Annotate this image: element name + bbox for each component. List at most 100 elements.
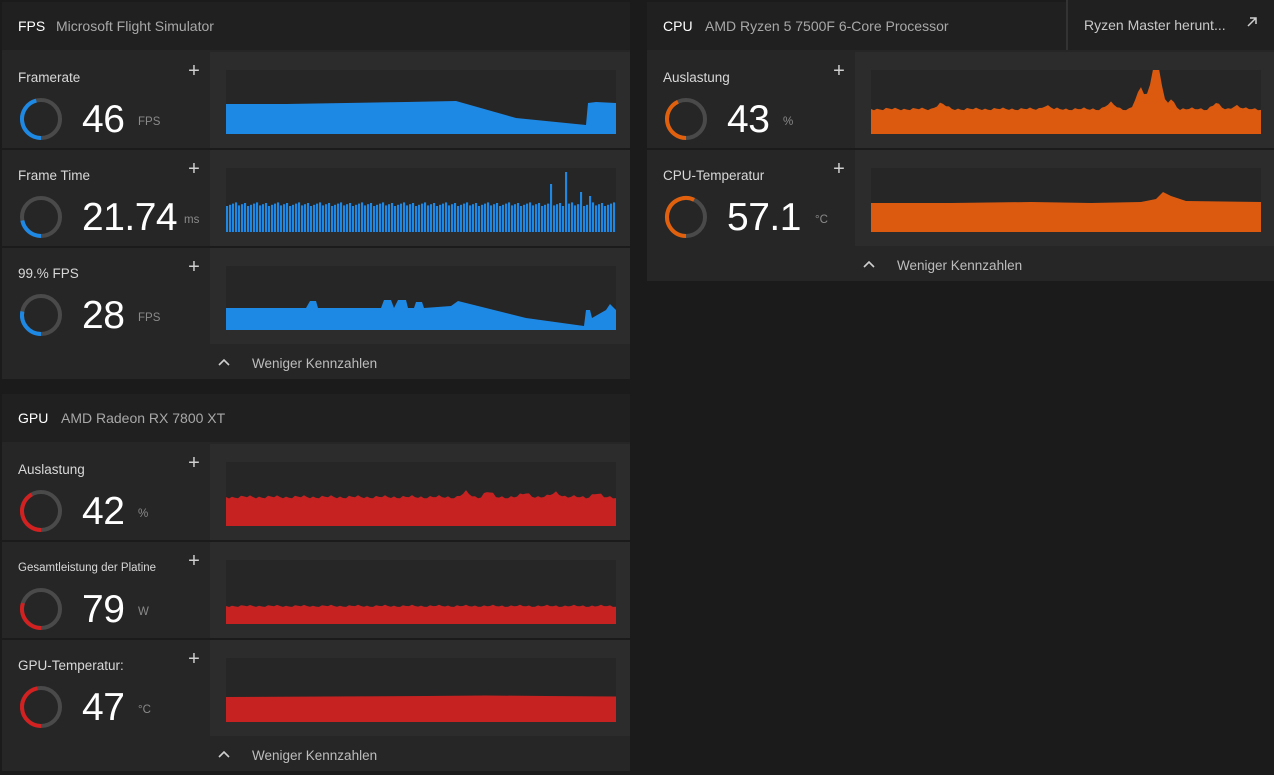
- frame-time-bar: [421, 203, 424, 232]
- frame-time-bar: [565, 172, 568, 232]
- metric-label: Frame Time: [18, 168, 91, 183]
- fewer-metrics-toggle[interactable]: Weniger Kennzahlen: [2, 739, 630, 771]
- metric-card-gpu-temperature: GPU-Temperatur: + 47 °C: [2, 640, 210, 736]
- gauge-icon: [20, 294, 62, 336]
- fewer-metrics-toggle[interactable]: Weniger Kennzahlen: [647, 249, 1274, 281]
- add-metric-button[interactable]: +: [188, 648, 200, 670]
- frame-time-bar: [250, 204, 253, 232]
- metric-row-cpu-temperature: CPU-Temperatur + 57.1 °C: [647, 150, 1274, 246]
- add-metric-button[interactable]: +: [833, 60, 845, 82]
- frame-time-bar: [412, 203, 415, 232]
- frame-time-bar: [298, 202, 301, 232]
- metric-label: GPU-Temperatur:: [18, 658, 124, 673]
- frame-time-bar: [424, 202, 427, 232]
- row-divider: [2, 148, 630, 150]
- fps-panel-header: FPS Microsoft Flight Simulator: [2, 2, 630, 50]
- frame-time-bar: [385, 205, 388, 232]
- metric-card-frame-time: Frame Time + 21.74 ms: [2, 150, 210, 246]
- metric-row-framerate: Framerate + 46 FPS: [2, 52, 630, 150]
- frame-time-bar: [328, 203, 331, 232]
- metric-row-frame-time: Frame Time + 21.74 ms: [2, 150, 630, 248]
- framerate-sparkline: [226, 70, 616, 134]
- row-divider: [2, 540, 630, 542]
- frame-time-bar: [496, 203, 499, 232]
- frame-time-bar: [520, 206, 523, 232]
- ryzen-master-download-link[interactable]: Ryzen Master herunt...: [1066, 0, 1274, 50]
- frame-time-bar: [400, 203, 403, 232]
- frame-time-bar: [547, 203, 550, 232]
- frame-time-bar: [370, 203, 373, 232]
- frame-time-bar: [286, 203, 289, 232]
- metric-card-board-power: Gesamtleistung der Platine + 79 W: [2, 542, 210, 638]
- arrow-up-right-icon: [1247, 17, 1257, 27]
- frame-time-bar: [523, 204, 526, 232]
- frame-time-bar: [256, 202, 259, 232]
- frame-time-bar: [337, 203, 340, 232]
- metric-unit: FPS: [138, 116, 161, 128]
- frame-time-bar: [613, 202, 616, 232]
- metric-row-board-power: Gesamtleistung der Platine + 79 W: [2, 542, 630, 640]
- gauge-icon: [665, 98, 707, 140]
- metric-chart-area: [855, 150, 1274, 246]
- row-divider: [2, 246, 630, 248]
- frame-time-bar: [403, 202, 406, 232]
- frame-time-bar: [487, 202, 490, 232]
- frame-time-bar: [280, 205, 283, 232]
- frame-time-bar: [607, 204, 610, 232]
- metric-chart-area: [210, 640, 630, 736]
- metric-row-cpu-usage: Auslastung + 43 %: [647, 52, 1274, 150]
- add-metric-button[interactable]: +: [188, 256, 200, 278]
- frame-time-bar: [448, 205, 451, 232]
- metric-chart-area: [210, 150, 630, 246]
- add-metric-button[interactable]: +: [833, 158, 845, 180]
- frame-time-bar: [481, 204, 484, 232]
- fps-panel-tag: FPS: [18, 18, 46, 34]
- frame-time-bar: [601, 203, 604, 232]
- chevron-up-icon: [218, 358, 230, 366]
- frame-time-bar: [574, 205, 577, 232]
- fewer-metrics-toggle[interactable]: Weniger Kennzahlen: [2, 347, 630, 379]
- cpu-panel-subtitle: AMD Ryzen 5 7500F 6-Core Processor: [705, 18, 949, 34]
- metric-label: Gesamtleistung der Platine: [18, 562, 157, 574]
- frame-time-bar: [307, 203, 310, 232]
- metric-card-gpu-usage: Auslastung + 42 %: [2, 444, 210, 540]
- frame-time-bar: [274, 203, 277, 232]
- row-divider: [647, 148, 1274, 150]
- frame-time-sparkline: [226, 168, 616, 232]
- metric-chart-area: [210, 444, 630, 540]
- frame-time-bar: [460, 204, 463, 232]
- add-metric-button[interactable]: +: [188, 452, 200, 474]
- frame-time-bar: [319, 202, 322, 232]
- frame-time-bar: [415, 206, 418, 232]
- add-metric-button[interactable]: +: [188, 60, 200, 82]
- metric-chart-area: [210, 248, 630, 344]
- frame-time-bar: [592, 202, 595, 232]
- frame-time-bar: [475, 203, 478, 232]
- frame-time-bar: [367, 204, 370, 232]
- add-metric-button[interactable]: +: [188, 158, 200, 180]
- metric-chart-area: [855, 52, 1274, 148]
- metric-unit: °C: [815, 214, 828, 226]
- frame-time-bar: [355, 204, 358, 232]
- fewer-metrics-label: Weniger Kennzahlen: [897, 258, 1023, 273]
- frame-time-bar: [466, 202, 469, 232]
- frame-time-bar: [346, 204, 349, 232]
- fewer-metrics-label: Weniger Kennzahlen: [252, 356, 378, 371]
- frame-time-bar: [343, 205, 346, 232]
- frame-time-bar: [292, 204, 295, 232]
- frame-time-bar: [598, 204, 601, 232]
- frame-time-bar: [238, 205, 241, 232]
- metric-card-99-fps: 99.% FPS + 28 FPS: [2, 248, 210, 344]
- metric-unit: FPS: [138, 312, 161, 324]
- metric-card-cpu-usage: Auslastung + 43 %: [647, 52, 855, 148]
- frame-time-bar: [388, 204, 391, 232]
- frame-time-bar: [289, 206, 292, 232]
- frame-time-bar: [517, 203, 520, 232]
- metric-unit: W: [138, 606, 149, 618]
- frame-time-bar: [508, 202, 511, 232]
- board-power-sparkline: [226, 560, 616, 624]
- frame-time-bar: [529, 202, 532, 232]
- add-metric-button[interactable]: +: [188, 550, 200, 572]
- frame-time-bar: [382, 202, 385, 232]
- frame-time-bar: [433, 203, 436, 232]
